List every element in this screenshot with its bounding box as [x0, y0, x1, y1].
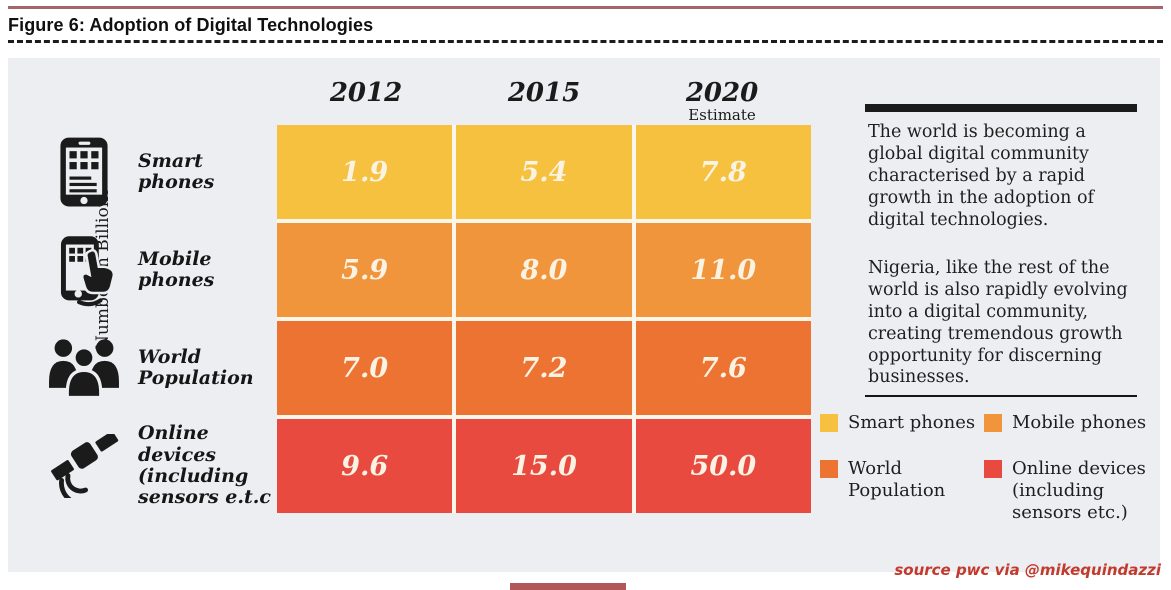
cell-smart-phones-2015: 5.4 — [456, 125, 632, 219]
year-label: 2012 — [329, 78, 403, 108]
year-label: 2020 — [685, 78, 759, 108]
cell-smart-phones-2012: 1.9 — [277, 125, 453, 219]
legend-label: World Population — [848, 457, 946, 501]
row-label-column: Smart phones — [30, 125, 280, 513]
table-row-header-online-devices: Online devices (including sensors e.t.c — [30, 419, 280, 513]
satellite-icon — [30, 434, 138, 498]
cell-online-devices-2020: 50.0 — [635, 419, 811, 513]
cell-smart-phones-2020: 7.8 — [635, 125, 811, 219]
chart-panel: 2012 2015 2020 Estimate Number in Billio… — [8, 58, 1160, 572]
legend-swatch-world-population — [820, 459, 838, 478]
sidebar-bottom-rule — [865, 395, 1137, 397]
cell-online-devices-2015: 15.0 — [456, 419, 632, 513]
legend-label: Smart phones — [848, 412, 976, 433]
row-label: Online devices (including sensors e.t.c — [138, 422, 271, 509]
cell-world-population-2020: 7.6 — [635, 321, 811, 415]
legend: Smart phones Mobile phones World Populat… — [820, 412, 1170, 524]
year-column-2015: 2015 — [455, 78, 633, 124]
year-label: 2015 — [507, 78, 581, 108]
mobile-phone-hand-icon — [30, 233, 138, 307]
table-row-header-smart-phones: Smart phones — [30, 125, 280, 219]
cell-mobile-phones-2015: 8.0 — [456, 223, 632, 317]
legend-swatch-mobile-phones — [984, 414, 1002, 432]
sidebar-top-rule — [865, 104, 1137, 112]
sidebar-paragraph-1: The world is becoming a global digital c… — [868, 122, 1094, 230]
data-grid: 1.9 5.4 7.8 5.9 8.0 11.0 7.0 7.2 7.6 9.6… — [277, 125, 811, 513]
year-header-row: 2012 2015 2020 Estimate — [277, 78, 811, 124]
dashed-divider — [8, 40, 1163, 43]
legend-swatch-smart-phones — [820, 414, 838, 432]
cell-mobile-phones-2020: 11.0 — [635, 223, 811, 317]
figure-title: Figure 6: Adoption of Digital Technologi… — [8, 15, 374, 35]
cell-online-devices-2012: 9.6 — [277, 419, 453, 513]
bottom-accent-bar — [510, 583, 626, 590]
cell-mobile-phones-2012: 5.9 — [277, 223, 453, 317]
year-column-2012: 2012 — [277, 78, 455, 124]
source-attribution: source pwc via @mikequindazzi — [894, 561, 1161, 579]
legend-item-online-devices: Online devices (including sensors etc.) — [984, 458, 1170, 524]
row-label: Smart phones — [138, 149, 215, 193]
legend-label: Mobile phones — [1012, 412, 1147, 433]
legend-swatch-online-devices — [984, 459, 1002, 478]
legend-item-mobile-phones: Mobile phones — [984, 412, 1170, 434]
estimate-note: Estimate — [688, 106, 756, 124]
people-icon — [30, 337, 138, 399]
table-row-header-mobile-phones: Mobile phones — [30, 223, 280, 317]
legend-item-smart-phones: Smart phones — [820, 412, 984, 434]
cell-world-population-2015: 7.2 — [456, 321, 632, 415]
legend-label: Online devices (including sensors etc.) — [1012, 457, 1146, 523]
legend-item-world-population: World Population — [820, 458, 984, 524]
top-accent-line — [8, 6, 1163, 9]
row-label: World Population — [138, 345, 254, 389]
cell-world-population-2012: 7.0 — [277, 321, 453, 415]
sidebar-paragraph-2: Nigeria, like the rest of the world is a… — [868, 258, 1128, 388]
row-label: Mobile phones — [138, 247, 215, 291]
table-row-header-world-population: World Population — [30, 321, 280, 415]
year-column-2020: 2020 Estimate — [633, 78, 811, 124]
smartphone-icon — [30, 135, 138, 209]
